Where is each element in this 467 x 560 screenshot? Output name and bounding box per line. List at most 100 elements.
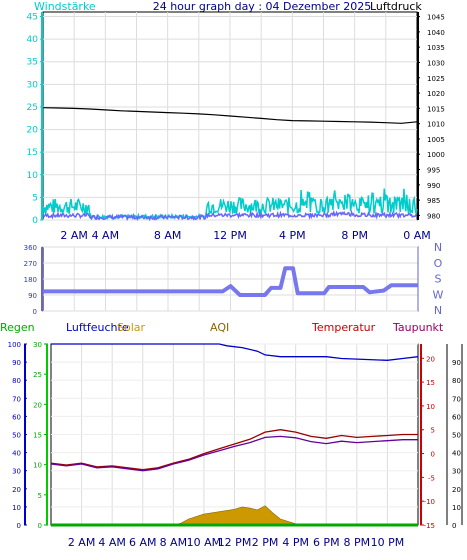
pressure-tick-label: 1025 xyxy=(427,75,445,83)
pressure-tick-label: 1005 xyxy=(427,136,445,144)
bottom-x-tick-label: 2 AM xyxy=(68,536,96,549)
wind-speed-axis-title: Windstärke xyxy=(34,0,96,13)
humidity-tick-label: 80 xyxy=(452,377,461,385)
humidity-line xyxy=(51,343,419,361)
temperature-tick-label: 5 xyxy=(431,427,435,435)
solar-tick-label: 25 xyxy=(33,371,42,379)
pressure-tick-label: 1020 xyxy=(427,90,445,98)
compass-letter: O xyxy=(434,257,443,270)
rain-tick-label: 40 xyxy=(12,450,21,458)
solar-tick-label: 15 xyxy=(33,432,42,440)
top-x-tick-label: 4 PM xyxy=(279,229,306,242)
temperature-line xyxy=(50,429,418,471)
wind-tick-label: 15 xyxy=(27,148,38,158)
wind-tick-label: 25 xyxy=(27,103,38,113)
compass-letter: N xyxy=(434,241,442,254)
temperature-tick-label: 20 xyxy=(426,355,435,363)
bottom-x-tick-label: 2 PM xyxy=(252,536,279,549)
wind-tick-label: 35 xyxy=(27,58,38,68)
compass-letter: W xyxy=(433,288,444,301)
rain-tick-label: 90 xyxy=(12,359,21,367)
humidity-tick-label: 50 xyxy=(452,432,461,440)
solar-tick-label: 0 xyxy=(38,522,42,530)
humidity-tick-label: 60 xyxy=(452,413,461,421)
direction-tick-label: 180 xyxy=(24,276,37,284)
dewpoint-line xyxy=(50,435,418,472)
direction-tick-label: 90 xyxy=(28,292,37,300)
bottom-x-tick-label: 8 PM xyxy=(344,536,371,549)
pressure-tick-label: 990 xyxy=(427,182,440,190)
direction-tick-label: 270 xyxy=(24,260,37,268)
pressure-tick-label: 1045 xyxy=(427,14,445,22)
rain-tick-label: 80 xyxy=(12,377,21,385)
temperature-tick-label: 10 xyxy=(426,403,435,411)
rain-tick-label: 60 xyxy=(12,413,21,421)
top-x-tick-label: 0 AM xyxy=(403,229,431,242)
solar-tick-label: 20 xyxy=(33,401,42,409)
top-x-tick-label: 12 PM xyxy=(213,229,247,242)
pressure-tick-label: 980 xyxy=(427,212,440,220)
humidity-tick-label: 40 xyxy=(452,450,461,458)
temperature-label: Temperatur xyxy=(311,321,376,334)
direction-tick-label: 0 xyxy=(33,308,37,316)
humidity-tick-label: 0 xyxy=(452,522,456,530)
rain-tick-label: 30 xyxy=(12,468,21,476)
humidity-tick-label: 30 xyxy=(452,468,461,476)
rain-tick-label: 100 xyxy=(8,341,21,349)
humidity-tick-label: 10 xyxy=(452,504,461,512)
humidity-tick-label: 70 xyxy=(452,395,461,403)
pressure-tick-label: 985 xyxy=(427,197,440,205)
rain-tick-label: 20 xyxy=(12,486,21,494)
top-panel: 0510152025303540459809859909951000100510… xyxy=(27,11,445,242)
temperature-tick-label: 0 xyxy=(431,451,435,459)
rain-tick-label: 70 xyxy=(12,395,21,403)
temperature-tick-label: -5 xyxy=(428,474,435,482)
pressure-line xyxy=(42,107,418,124)
pressure-tick-label: 1035 xyxy=(427,44,445,52)
wind-tick-label: 40 xyxy=(27,35,39,45)
bottom-x-tick-label: 4 PM xyxy=(282,536,309,549)
rain-label: Regen xyxy=(0,321,35,334)
pressure-tick-label: 1000 xyxy=(427,151,445,159)
wind-direction-line xyxy=(43,266,418,297)
wind-speed-line xyxy=(42,209,418,222)
bottom-x-tick-label: 12 PM xyxy=(218,536,252,549)
pressure-tick-label: 995 xyxy=(427,167,440,175)
top-x-tick-label: 8 PM xyxy=(341,229,368,242)
wind-tick-label: 20 xyxy=(27,126,39,136)
pressure-axis-title: Luftdruck xyxy=(370,0,422,13)
bottom-x-tick-label: 10 AM xyxy=(187,536,222,549)
aqi-label: AQI xyxy=(210,321,229,334)
temperature-tick-label: -10 xyxy=(424,498,435,506)
wind-gust-line xyxy=(42,188,418,221)
dewpoint-label: Taupunkt xyxy=(392,321,444,334)
humidity-tick-label: 20 xyxy=(452,486,461,494)
humidity-label: Luftfeuchte xyxy=(66,321,129,334)
solar-tick-label: 10 xyxy=(33,462,42,470)
pressure-tick-label: 1040 xyxy=(427,29,445,37)
direction-tick-label: 360 xyxy=(24,244,37,252)
bottom-x-tick-label: 6 AM xyxy=(129,536,157,549)
compass-letter: N xyxy=(434,304,442,317)
wind-tick-label: 30 xyxy=(27,80,39,90)
wind-tick-label: 0 xyxy=(32,216,38,226)
solar-tick-label: 30 xyxy=(33,341,42,349)
pressure-tick-label: 1030 xyxy=(427,59,445,67)
top-x-tick-label: 4 AM xyxy=(92,229,120,242)
temperature-tick-label: 15 xyxy=(426,379,435,387)
top-x-tick-label: 2 AM xyxy=(60,229,88,242)
bottom-x-tick-label: 10 PM xyxy=(371,536,405,549)
rain-tick-label: 50 xyxy=(12,432,21,440)
bottom-x-tick-label: 8 AM xyxy=(160,536,188,549)
top-x-tick-label: 8 AM xyxy=(154,229,182,242)
wind-tick-label: 5 xyxy=(32,193,38,203)
rain-tick-label: 0 xyxy=(17,522,21,530)
solar-tick-label: 5 xyxy=(38,492,42,500)
pressure-tick-label: 1015 xyxy=(427,105,445,113)
chart-title: 24 hour graph day : 04 Dezember 2025 xyxy=(153,0,372,13)
rain-tick-label: 10 xyxy=(12,504,21,512)
bottom-x-tick-label: 6 PM xyxy=(313,536,340,549)
wind-tick-label: 45 xyxy=(27,13,38,23)
